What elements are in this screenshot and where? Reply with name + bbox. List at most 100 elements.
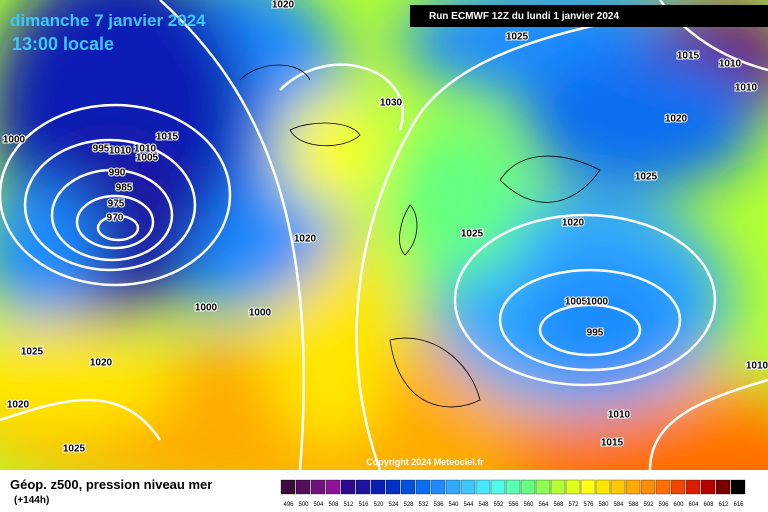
- scale-label: 548: [478, 502, 489, 508]
- isobar-label: 1025: [21, 347, 44, 358]
- isobar-label: 1015: [601, 438, 624, 449]
- scale-label: 528: [403, 502, 414, 508]
- scale-label: 508: [328, 502, 339, 508]
- isobar-label: 990: [109, 168, 126, 179]
- isobar-label: 1000: [586, 297, 609, 308]
- copyright: Copyright 2024 Meteociel.fr: [366, 457, 484, 467]
- scale-swatch: [625, 479, 641, 495]
- isobar-label: 1020: [562, 218, 585, 229]
- coastlines: [239, 64, 601, 408]
- scale-swatch: [535, 479, 551, 495]
- isobar-label: 1015: [677, 51, 700, 62]
- scale-swatch: [280, 479, 296, 495]
- scale-swatch: [445, 479, 461, 495]
- scale-swatch: [340, 479, 356, 495]
- isobar-label: 995: [587, 328, 604, 339]
- scale-label: 580: [598, 502, 609, 508]
- isobar-label: 975: [108, 199, 125, 210]
- scale-swatch: [655, 479, 671, 495]
- scale-label: 544: [463, 502, 474, 508]
- scale-label: 540: [448, 502, 459, 508]
- scale-swatch: [415, 479, 431, 495]
- scale-label: 564: [538, 502, 549, 508]
- scale-label: 536: [433, 502, 444, 508]
- scale-label: 556: [508, 502, 519, 508]
- isobar-label: 1015: [156, 132, 179, 143]
- isobar-label: 1030: [380, 98, 403, 109]
- scale-label: 596: [658, 502, 669, 508]
- scale-swatch: [385, 479, 401, 495]
- scale-label: 600: [673, 502, 684, 508]
- scale-label: 568: [553, 502, 564, 508]
- color-scale: 496 500 504 508 512 516 520 524 528 532 536 540 544 5…: [280, 479, 746, 508]
- scale-label: 576: [583, 502, 594, 508]
- scale-swatch: [475, 479, 491, 495]
- isobar-label: 1010: [608, 410, 631, 421]
- scale-label: 520: [373, 502, 384, 508]
- scale-swatch: [310, 479, 326, 495]
- isobar-label: 985: [116, 183, 133, 194]
- scale-label: 572: [568, 502, 579, 508]
- scale-swatch: [730, 479, 746, 495]
- scale-swatch: [490, 479, 506, 495]
- scale-swatch: [370, 479, 386, 495]
- scale-swatch: [295, 479, 311, 495]
- scale-swatch: [400, 479, 416, 495]
- scale-swatch: [640, 479, 656, 495]
- scale-label: 604: [688, 502, 699, 508]
- isobar-label: 970: [107, 213, 124, 224]
- scale-label: 616: [733, 502, 744, 508]
- scale-swatch: [520, 479, 536, 495]
- isobar-label: 1025: [506, 32, 529, 43]
- isobar-label: 1010: [719, 59, 742, 70]
- isobars: [0, 0, 768, 470]
- scale-label: 516: [358, 502, 369, 508]
- isobar-label: 1020: [7, 400, 30, 411]
- isobar-label: 1025: [63, 444, 86, 455]
- scale-swatch: [595, 479, 611, 495]
- run-banner: [410, 5, 768, 27]
- scale-label: 584: [613, 502, 624, 508]
- scale-label: 504: [313, 502, 324, 508]
- isobar-label: 1000: [3, 135, 26, 146]
- isobar-label: 1010: [134, 144, 157, 155]
- isobar-label: 1010: [735, 83, 758, 94]
- scale-swatch: [610, 479, 626, 495]
- isobar-label: 1005: [136, 153, 159, 164]
- scale-swatch: [580, 479, 596, 495]
- scale-label: 512: [343, 502, 354, 508]
- scale-label: 532: [418, 502, 429, 508]
- scale-swatch: [715, 479, 731, 495]
- scale-swatch: [550, 479, 566, 495]
- scale-label: 496: [283, 502, 294, 508]
- scale-swatch: [700, 479, 716, 495]
- scale-label: 500: [298, 502, 309, 508]
- isobar-label: 1000: [249, 308, 272, 319]
- run-info: Run ECMWF 12Z du lundi 1 janvier 2024: [429, 11, 619, 22]
- isobar-label: 995: [93, 144, 110, 155]
- isobar-label: 1020: [294, 234, 317, 245]
- date-line: dimanche 7 janvier 2024: [10, 11, 206, 30]
- isobar-label: 1025: [461, 229, 484, 240]
- isobar-label: 1005: [565, 297, 588, 308]
- time-line: 13:00 locale: [12, 34, 114, 54]
- scale-swatch: [325, 479, 341, 495]
- scale-swatch: [460, 479, 476, 495]
- scale-label: 560: [523, 502, 534, 508]
- isobar-label: 1010: [109, 146, 132, 157]
- scale-swatch: [430, 479, 446, 495]
- scale-swatch: [685, 479, 701, 495]
- scale-label: 552: [493, 502, 504, 508]
- scale-swatch: [355, 479, 371, 495]
- scale-swatch: [505, 479, 521, 495]
- scale-label: 588: [628, 502, 639, 508]
- isobar-label: 1010: [746, 361, 768, 372]
- isobar-label: 1025: [635, 172, 658, 183]
- legend-subtitle: (+144h): [14, 495, 49, 506]
- scale-swatch: [670, 479, 686, 495]
- scale-label: 524: [388, 502, 399, 508]
- isobar-label: 1020: [90, 358, 113, 369]
